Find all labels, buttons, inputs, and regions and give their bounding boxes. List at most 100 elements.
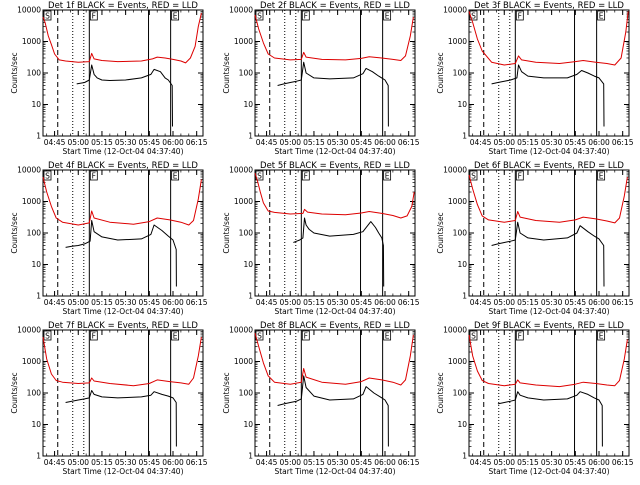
corner-label-box [597,10,606,21]
corner-label: F [518,12,522,21]
panel-title: Det 6f BLACK = Events, RED = LLD [474,161,624,171]
corner-label: S [471,332,476,341]
plot-frame [42,169,204,297]
x-tick-label: 05:45 [565,138,587,147]
plot-frame [42,329,204,457]
series-events-line [293,217,385,287]
series-lld-line [468,174,628,224]
x-tick-label: 06:00 [374,458,396,467]
panel-title: Det 1f BLACK = Events, RED = LLD [48,1,198,11]
y-tick-label: 10000 [229,6,253,15]
x-tick-label: 05:45 [139,298,161,307]
panel-3: Det 3f BLACK = Events, RED = LLD 1 10 100 10… [436,1,634,156]
x-tick-label: 05:00 [493,138,515,147]
corner-label: S [471,12,476,21]
x-tick-label: 05:15 [303,298,325,307]
y-tick-label: 1000 [22,357,41,366]
y-axis-label: Counts/sec [10,52,19,93]
y-tick-label: 10000 [443,6,467,15]
panel-2: Det 2f BLACK = Events, RED = LLD 1 10 100 10… [222,1,420,156]
x-axis-label: Start Time (12-Oct-04 04:37:40) [274,307,395,316]
corner-label: S [257,332,262,341]
x-tick-label: 04:45 [256,138,278,147]
y-tick-label: 1000 [448,357,467,366]
y-tick-label: 1000 [448,37,467,46]
y-tick-label: 10000 [443,166,467,175]
x-tick-label: 05:45 [351,458,373,467]
x-tick-label: 04:45 [256,298,278,307]
panel-5: Det 5f BLACK = Events, RED = LLD 1 10 100 10… [222,161,420,316]
x-tick-label: 05:45 [565,298,587,307]
panel-title: Det 7f BLACK = Events, RED = LLD [48,321,198,331]
corner-label: E [599,332,604,341]
y-tick-label: 1000 [22,37,41,46]
corner-label-box [515,10,524,21]
series-events-line [277,61,389,127]
series-events-line [65,220,177,287]
x-tick-label: 05:15 [517,458,539,467]
plot-frame [254,9,416,137]
y-tick-label: 100 [453,389,468,398]
x-tick-label: 05:45 [351,138,373,147]
x-tick-label: 05:30 [541,458,563,467]
corner-label: S [45,172,50,181]
corner-label: E [173,332,178,341]
x-tick-label: 05:15 [303,458,325,467]
y-tick-label: 10 [457,260,467,269]
x-tick-label: 05:45 [565,458,587,467]
panel-8: Det 8f BLACK = Events, RED = LLD 1 10 100 10… [222,321,420,476]
x-tick-label: 05:30 [541,138,563,147]
corner-label-box [515,330,524,341]
series-lld-line [42,176,202,226]
x-tick-label: 05:00 [279,298,301,307]
x-tick-label: 05:00 [493,298,515,307]
series-lld-line [42,12,202,64]
x-tick-label: 06:00 [588,138,610,147]
x-tick-label: 06:15 [398,138,420,147]
y-tick-label: 10000 [229,326,253,335]
x-axis-label: Start Time (12-Oct-04 04:37:40) [488,147,609,156]
y-tick-label: 1 [36,452,41,461]
corner-label-box [597,170,606,181]
x-tick-label: 05:45 [139,138,161,147]
y-tick-label: 1000 [22,197,41,206]
y-axis-label: Counts/sec [10,372,19,413]
corner-label: F [92,12,96,21]
corner-label: S [45,12,50,21]
x-tick-label: 05:15 [517,298,539,307]
panel-title: Det 8f BLACK = Events, RED = LLD [260,321,410,331]
x-tick-label: 04:45 [44,458,66,467]
plot-frame [468,169,630,297]
y-tick-label: 100 [453,69,468,78]
x-tick-label: 04:45 [44,298,66,307]
y-tick-label: 1000 [448,197,467,206]
y-tick-label: 100 [239,229,254,238]
x-tick-label: 06:00 [162,298,184,307]
x-tick-label: 06:15 [612,458,634,467]
x-tick-label: 04:45 [470,138,492,147]
x-tick-label: 06:00 [588,458,610,467]
panel-9: Det 9f BLACK = Events, RED = LLD 1 10 100 10… [436,321,634,476]
corner-label: S [257,12,262,21]
y-tick-label: 1 [36,132,41,141]
y-tick-label: 100 [239,389,254,398]
corner-label: E [599,172,604,181]
plot-frame [468,9,630,137]
corner-label: E [385,12,390,21]
y-tick-label: 10000 [443,326,467,335]
corner-label-box [469,330,478,341]
corner-label-box [43,170,52,181]
y-tick-label: 10000 [17,326,41,335]
y-tick-label: 1000 [234,37,253,46]
panel-7: Det 7f BLACK = Events, RED = LLD 1 10 100 10… [10,321,208,476]
x-tick-label: 06:00 [162,138,184,147]
series-lld-line [468,11,629,66]
x-tick-label: 06:15 [612,298,634,307]
x-tick-label: 05:15 [303,138,325,147]
series-events-line [491,221,605,287]
panel-title: Det 9f BLACK = Events, RED = LLD [474,321,624,331]
corner-label-box [89,330,98,341]
x-tick-label: 05:15 [517,138,539,147]
